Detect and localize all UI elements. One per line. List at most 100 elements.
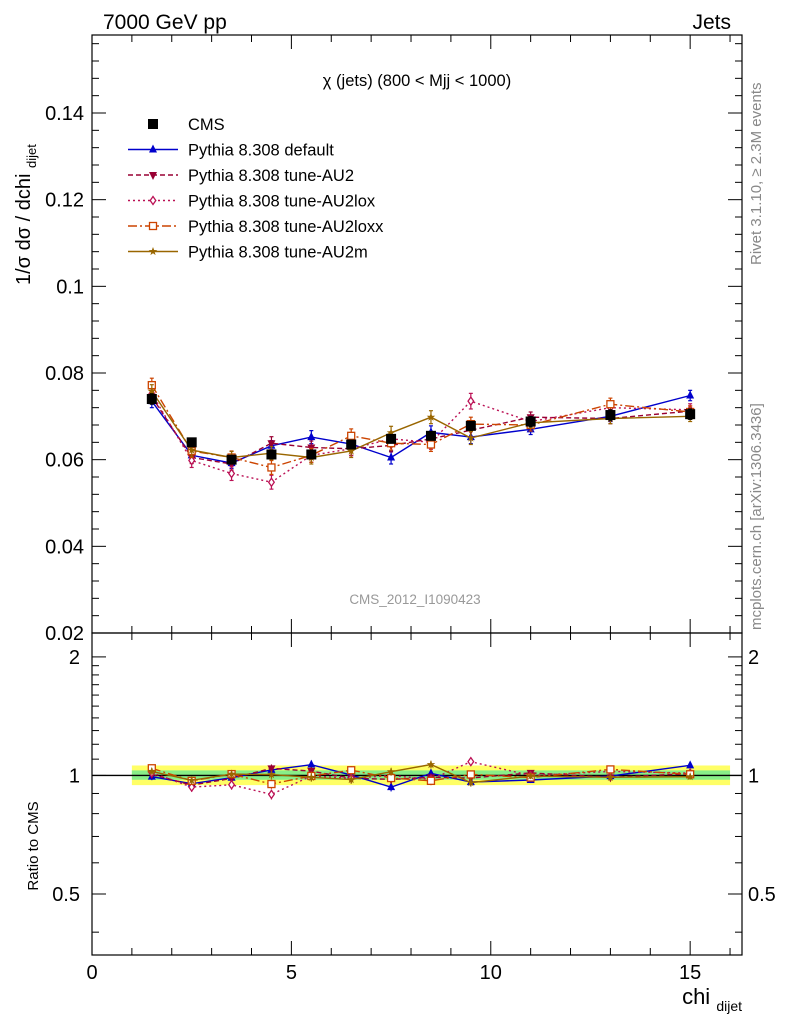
data-point <box>266 449 277 460</box>
legend-marker <box>149 195 157 206</box>
ratio-point <box>685 772 695 781</box>
ratio-point <box>187 775 196 784</box>
ratio-line <box>151 767 691 786</box>
data-point <box>346 439 357 450</box>
legend-label: Pythia 8.308 tune-AU2lox <box>188 193 376 211</box>
ratio-point <box>147 766 157 775</box>
ratio-point <box>267 765 276 774</box>
x-tick-label: 5 <box>286 962 297 984</box>
legend-entry: Pythia 8.308 tune-AU2loxx <box>128 218 384 236</box>
y-tick-label: 0.14 <box>45 103 84 125</box>
data-point <box>267 463 276 472</box>
legend-marker <box>148 247 158 256</box>
ratio-point <box>467 756 475 767</box>
x-tick-label: 15 <box>679 962 701 984</box>
data-point <box>466 433 476 442</box>
data-point <box>525 416 536 427</box>
ratio-y-tick-label: 2 <box>69 647 80 669</box>
ratio-point <box>188 781 196 793</box>
legend-label: Pythia 8.308 tune-AU2loxx <box>188 218 384 236</box>
ratio-point <box>347 766 356 775</box>
y-tick-label: 0.12 <box>45 190 84 212</box>
data-point <box>147 386 157 395</box>
ratio-y-tick-label: 1 <box>69 765 80 787</box>
ratio-y-tick-label-right: 0.5 <box>748 884 776 906</box>
plot-title: χ (jets) (800 < Mjj < 1000) <box>323 72 511 90</box>
series-line <box>151 394 691 464</box>
series-line <box>151 390 691 459</box>
x-tick-label: 10 <box>480 962 502 984</box>
data-point <box>267 440 276 449</box>
data-point <box>386 428 396 437</box>
legend-entry: Pythia 8.308 tune-AU2lox <box>128 193 376 211</box>
ratio-point <box>227 769 236 778</box>
data-point <box>307 432 316 441</box>
ratio-line <box>151 763 691 788</box>
data-point <box>187 445 196 454</box>
ratio-plot-panel: 0.5 0.5 1 1 2 2 0 5 10 15 Ratio to CMS chi dijet <box>25 632 776 1014</box>
legend-marker <box>148 221 158 231</box>
data-point <box>146 394 157 404</box>
legend-label: CMS <box>188 116 225 134</box>
legend-entry: CMS <box>148 116 225 134</box>
data-point <box>605 410 616 421</box>
data-point <box>425 430 436 441</box>
ratio-point <box>387 782 396 791</box>
series-line <box>151 396 691 465</box>
y-axis-title-main: 1/σ dσ / dchi <box>13 174 35 285</box>
ratio-series-5 <box>147 760 695 787</box>
data-point <box>188 455 196 466</box>
ratio-point <box>307 759 316 768</box>
y-tick-label: 0.02 <box>45 623 84 645</box>
rivet-label: Rivet 3.1.10, ≥ 2.3M events <box>748 83 765 266</box>
data-point <box>685 409 696 420</box>
series-0 <box>146 393 696 465</box>
ratio-point <box>466 778 476 787</box>
ratio-point <box>606 772 615 781</box>
mcplots-label: mcplots.cern.ch [arXiv:1306.3436] <box>748 403 765 630</box>
legend-marker <box>149 144 157 153</box>
svg-text:1/σ dσ / dchi dijet: 1/σ dσ / dchi dijet <box>13 144 39 285</box>
x-axis-title-main: chi <box>682 984 710 1009</box>
data-point <box>226 454 237 465</box>
legend-label: Pythia 8.308 tune-AU2 <box>188 167 354 185</box>
data-point <box>386 433 397 444</box>
ratio-point <box>386 767 396 776</box>
ratio-point <box>307 772 316 781</box>
data-point <box>686 390 695 399</box>
ratio-point <box>426 760 436 769</box>
x-axis-title: chi dijet <box>682 984 742 1014</box>
ratio-point <box>426 776 436 785</box>
data-point <box>426 412 436 421</box>
data-point <box>306 449 317 460</box>
legend-label: Pythia 8.308 default <box>188 142 334 160</box>
ratio-plot-frame <box>91 632 743 956</box>
x-axis-title-sub: dijet <box>716 998 742 1014</box>
ratio-y-tick-label-right: 1 <box>748 765 759 787</box>
analysis-watermark: CMS_2012_I1090423 <box>349 592 480 607</box>
ratio-point <box>466 770 475 779</box>
ratio-y-tick-label-right: 2 <box>748 647 759 669</box>
process-label: Jets <box>692 11 731 34</box>
legend-entry: Pythia 8.308 default <box>128 142 334 160</box>
data-point <box>347 431 356 440</box>
ratio-point <box>686 760 695 769</box>
data-point <box>227 468 236 479</box>
ratio-point <box>227 779 236 790</box>
ratio-line <box>151 763 691 784</box>
ratio-y-tick-label: 0.5 <box>52 884 80 906</box>
data-point <box>606 400 615 409</box>
ratio-point <box>606 765 615 774</box>
ratio-point <box>346 775 356 784</box>
energy-label: 7000 GeV pp <box>103 11 227 34</box>
y-tick-label: 0.08 <box>45 363 84 385</box>
data-point <box>267 477 276 488</box>
x-tick-label: 0 <box>86 962 97 984</box>
legend-entry: Pythia 8.308 tune-AU2m <box>128 244 368 262</box>
ratio-point <box>267 779 276 789</box>
ratio-point <box>267 770 276 779</box>
data-point <box>467 396 475 407</box>
data-point <box>426 440 436 449</box>
data-point <box>346 446 356 455</box>
